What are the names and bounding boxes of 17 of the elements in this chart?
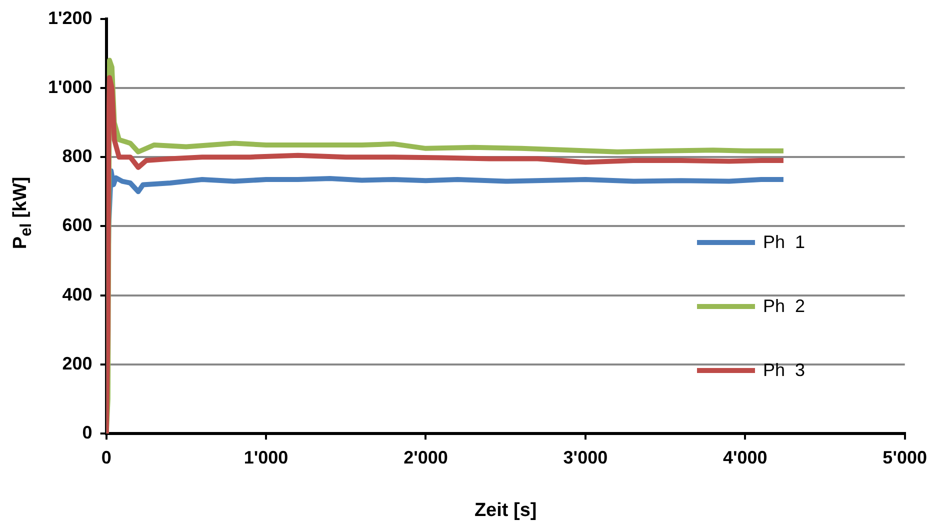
x-tick-label: 1'000 — [244, 447, 288, 468]
x-tick-label: 5'000 — [882, 447, 927, 468]
y-tick-label: 1'000 — [48, 76, 92, 97]
y-tick-label: 600 — [62, 215, 92, 236]
y-tick-label: 400 — [62, 284, 92, 304]
y-tick-label: 1'200 — [48, 8, 92, 28]
x-tick-label: 2'000 — [404, 447, 448, 468]
legend-label: Ph 2 — [763, 296, 806, 316]
legend-label: Ph 1 — [763, 232, 806, 252]
y-tick-label: 200 — [62, 353, 92, 374]
x-tick-label: 3'000 — [563, 447, 608, 468]
y-tick-label: 0 — [82, 422, 92, 443]
x-tick-label: 4'000 — [722, 447, 768, 468]
y-tick-label: 800 — [62, 146, 92, 166]
x-tick-label: 0 — [101, 447, 112, 468]
x-axis-title: Zeit [s] — [474, 500, 537, 521]
legend-label: Ph 3 — [763, 360, 806, 380]
